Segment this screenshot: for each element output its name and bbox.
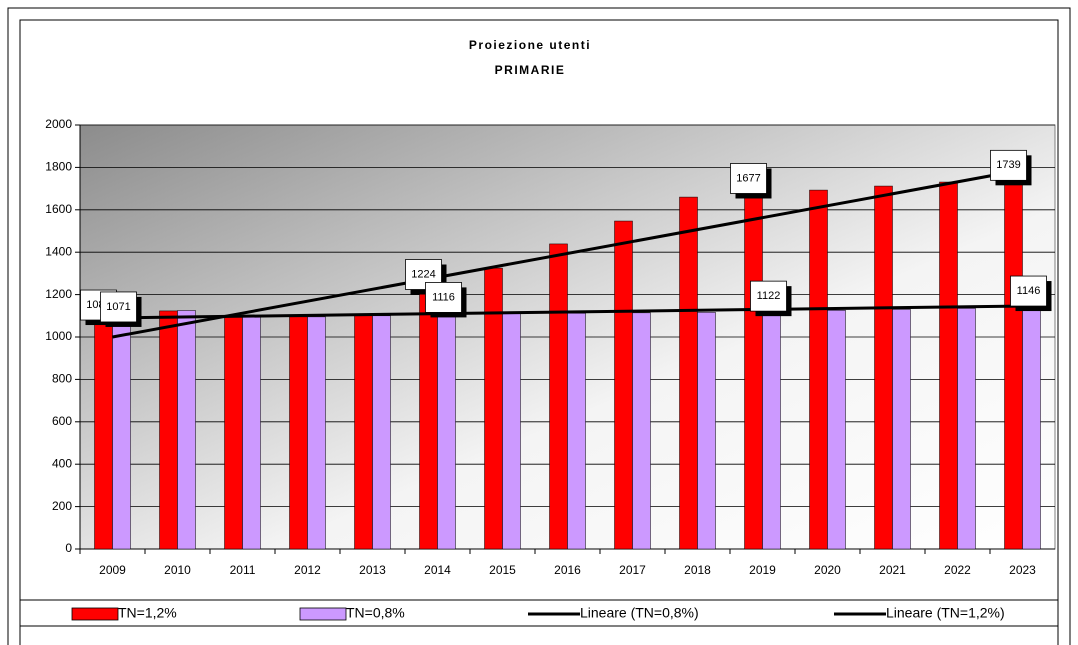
label-box	[425, 282, 462, 313]
data-label: 1224	[411, 268, 435, 280]
bar	[679, 196, 698, 550]
legend-label: Lineare (TN=1,2%)	[886, 605, 1005, 621]
bar	[177, 310, 196, 550]
bar	[419, 289, 438, 550]
bar	[354, 315, 373, 550]
bar	[307, 316, 326, 550]
x-tick-label: 2011	[230, 563, 256, 577]
trendline	[112, 168, 1023, 339]
x-tick-label: 2010	[164, 563, 191, 577]
x-tick-label: 2023	[1009, 563, 1036, 577]
bar	[762, 310, 781, 550]
data-label: 1677	[736, 172, 760, 184]
y-tick-label: 2000	[45, 117, 72, 131]
y-tick-label: 1200	[45, 287, 72, 301]
y-tick-label: 1800	[45, 160, 72, 174]
trendline	[112, 304, 1023, 320]
label-box	[100, 291, 137, 323]
bar	[224, 315, 243, 550]
x-tick-label: 2020	[814, 563, 841, 577]
y-tick-label: 400	[52, 456, 72, 470]
data-label: 1116	[432, 291, 455, 303]
bar	[1022, 305, 1041, 550]
bar	[94, 319, 113, 550]
y-tick-label: 200	[52, 499, 72, 513]
x-tick-label: 2009	[99, 563, 126, 577]
label-box	[990, 149, 1027, 181]
bar	[614, 220, 633, 550]
x-tick-label: 2014	[424, 563, 451, 577]
bar	[567, 313, 586, 550]
bar	[697, 312, 716, 550]
legend-label: TN=1,2%	[118, 605, 177, 621]
label-box	[750, 280, 787, 312]
bar	[437, 312, 456, 550]
bar	[159, 310, 178, 550]
bar	[744, 193, 763, 550]
y-tick-label: 1400	[45, 244, 72, 258]
x-tick-label: 2017	[619, 563, 646, 577]
y-tick-label: 600	[52, 414, 72, 428]
bar	[502, 313, 521, 550]
label-box	[730, 163, 767, 194]
x-tick-label: 2015	[489, 563, 516, 577]
y-tick-label: 0	[65, 541, 72, 555]
x-tick-label: 2019	[749, 563, 776, 577]
bar	[484, 267, 503, 550]
bar	[1004, 180, 1023, 550]
bar	[289, 316, 308, 550]
bar	[632, 312, 651, 550]
legend-swatch	[299, 607, 347, 621]
bar	[112, 321, 131, 550]
data-label: 1071	[106, 301, 130, 313]
bar	[827, 310, 846, 550]
x-tick-label: 2018	[684, 563, 711, 577]
data-label: 1122	[757, 290, 781, 302]
bar	[892, 309, 911, 550]
bar	[549, 243, 568, 550]
legend-label: TN=0,8%	[346, 605, 405, 621]
y-tick-label: 800	[52, 372, 72, 386]
bar	[242, 315, 261, 550]
data-label: 1146	[1017, 285, 1041, 297]
chart-title: Proiezione utenti	[469, 38, 591, 52]
bar	[809, 189, 828, 550]
legend-swatch	[71, 607, 119, 621]
y-tick-label: 1000	[45, 329, 72, 343]
bar	[874, 185, 893, 550]
label-box	[1010, 275, 1047, 307]
x-tick-label: 2021	[879, 563, 906, 577]
y-tick-label: 1600	[45, 202, 72, 216]
bar	[957, 308, 976, 550]
chart-subtitle: PRIMARIE	[495, 63, 566, 77]
x-tick-label: 2012	[294, 563, 321, 577]
legend-label: Lineare (TN=0,8%)	[580, 605, 699, 621]
data-label: 1739	[996, 159, 1020, 171]
x-tick-label: 2016	[554, 563, 581, 577]
x-tick-label: 2013	[359, 563, 386, 577]
bar	[372, 315, 391, 550]
bar	[939, 181, 958, 550]
x-tick-label: 2022	[944, 563, 971, 577]
